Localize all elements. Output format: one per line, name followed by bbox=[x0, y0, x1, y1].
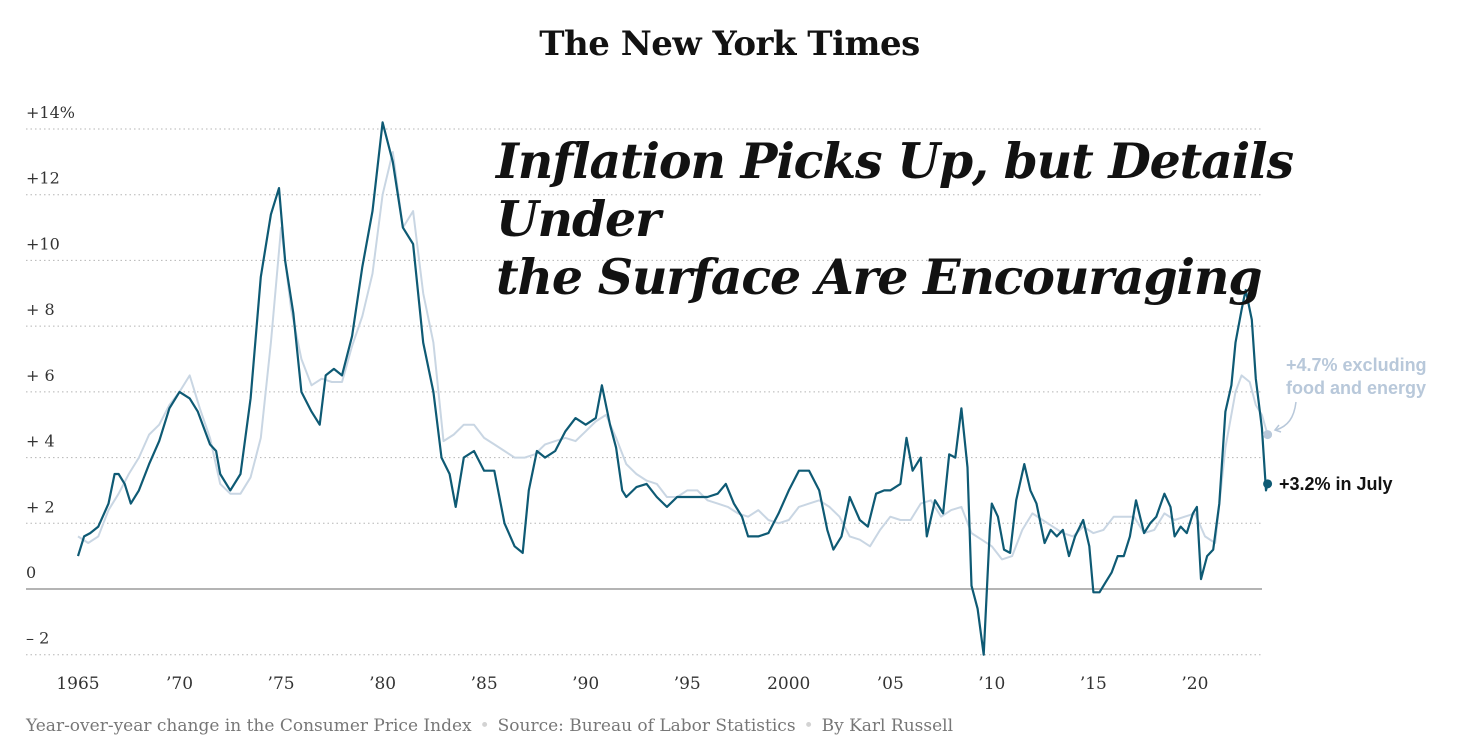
byline: By Karl Russell bbox=[821, 716, 954, 736]
x-tick-label: ’15 bbox=[1080, 674, 1107, 694]
series-lines bbox=[76, 121, 1273, 656]
y-tick-label: – 2 bbox=[26, 629, 49, 648]
x-tick-label: 1965 bbox=[56, 674, 99, 694]
x-tick-label: ’20 bbox=[1181, 674, 1208, 694]
x-tick-label: 2000 bbox=[767, 674, 810, 694]
x-tick-label: ’85 bbox=[471, 674, 498, 694]
core-annotation-line-2: food and energy bbox=[1286, 378, 1426, 398]
y-tick-label: + 8 bbox=[26, 300, 55, 319]
separator-dot: • bbox=[803, 716, 814, 736]
separator-dot: • bbox=[479, 716, 490, 736]
headline-line-1: Inflation Picks Up, but Details Under bbox=[496, 132, 1294, 248]
headline: Inflation Picks Up, but Details Under th… bbox=[496, 132, 1396, 306]
x-tick-label: ’90 bbox=[572, 674, 599, 694]
headline-line-2: the Surface Are Encouraging bbox=[496, 248, 1263, 306]
x-tick-label: ’75 bbox=[268, 674, 295, 694]
core-annotation-arrow bbox=[1275, 401, 1297, 431]
core-annotation-line-1: +4.7% excluding bbox=[1286, 355, 1427, 375]
x-tick-label: ’80 bbox=[369, 674, 396, 694]
y-tick-label: + 6 bbox=[26, 366, 55, 385]
chart-footer: Year-over-year change in the Consumer Pr… bbox=[26, 716, 953, 736]
headline-end-point bbox=[1263, 479, 1273, 489]
x-tick-label: ’70 bbox=[166, 674, 193, 694]
headline-annotation: +3.2% in July bbox=[1279, 474, 1393, 494]
y-axis-labels: +14% +12 +10 + 8 + 6 + 4 + 2 0 – 2 bbox=[26, 103, 75, 648]
arrow-head-icon bbox=[1273, 424, 1282, 433]
source-note: Source: Bureau of Labor Statistics bbox=[497, 716, 796, 736]
y-tick-label: +14% bbox=[26, 103, 75, 122]
y-tick-label: +12 bbox=[26, 169, 60, 188]
core-end-point bbox=[1263, 430, 1273, 440]
headline-cpi-line bbox=[76, 121, 1269, 656]
x-tick-label: ’10 bbox=[978, 674, 1005, 694]
y-tick-label: 0 bbox=[26, 563, 36, 582]
y-tick-label: + 2 bbox=[26, 497, 55, 516]
y-tick-label: +10 bbox=[26, 234, 60, 253]
x-tick-label: ’95 bbox=[674, 674, 701, 694]
x-axis-labels: 1965 ’70 ’75 ’80 ’85 ’90 ’95 2000 ’05 ’10 ’15 ’20 bbox=[56, 674, 1208, 694]
chart-description: Year-over-year change in the Consumer Pr… bbox=[26, 716, 472, 736]
x-tick-label: ’05 bbox=[877, 674, 904, 694]
nyt-logo: The New York Times bbox=[539, 24, 920, 64]
y-tick-label: + 4 bbox=[26, 432, 55, 451]
grid-lines bbox=[26, 128, 1262, 656]
series-annotations: +4.7% excluding food and energy +3.2% in J… bbox=[1273, 355, 1427, 494]
